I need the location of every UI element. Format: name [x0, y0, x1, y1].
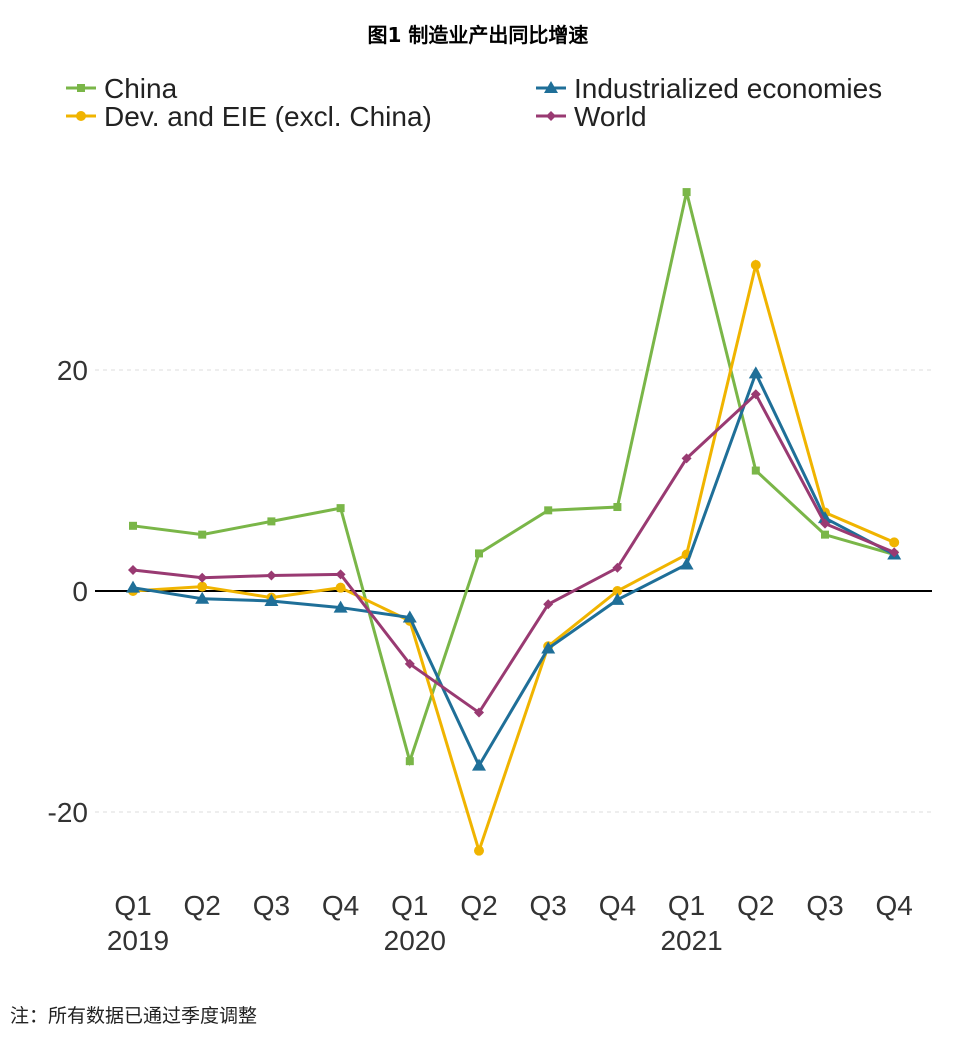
- data-point: [679, 557, 694, 570]
- data-point: [889, 537, 900, 548]
- data-point: [336, 504, 345, 513]
- data-point: [475, 549, 483, 558]
- data-point: [195, 591, 210, 604]
- x-tick-label: Q4: [322, 890, 359, 921]
- series-line: [132, 369, 895, 769]
- series-line: [132, 391, 895, 715]
- x-tick-label: Q2: [460, 890, 497, 921]
- data-point: [335, 569, 346, 580]
- x-tick-label: Q1: [668, 890, 705, 921]
- data-point: [405, 757, 414, 766]
- data-point: [821, 530, 829, 539]
- legend-marker: [544, 81, 558, 93]
- x-tick-label: Q2: [184, 890, 221, 921]
- data-point: [197, 572, 208, 583]
- series-line: [132, 191, 895, 767]
- series-line: [132, 259, 895, 856]
- data-point: [197, 581, 208, 592]
- y-tick-label: 20: [57, 355, 88, 386]
- series-china: [129, 188, 899, 767]
- data-point: [335, 582, 346, 593]
- legend-label: China: [104, 73, 178, 104]
- x-tick-label: Q4: [599, 890, 636, 921]
- x-tick-label: Q3: [530, 890, 567, 921]
- data-point: [128, 565, 138, 576]
- y-tick-label: 0: [72, 576, 88, 607]
- chart-title: 图1 制造业产出同比增速: [368, 23, 589, 47]
- x-tick-label: Q1: [391, 890, 428, 921]
- x-tick-label: Q3: [253, 890, 290, 921]
- data-point: [404, 658, 415, 669]
- chart-note: 注：所有数据已通过季度调整: [10, 1005, 257, 1027]
- y-tick-label: -20: [48, 797, 88, 828]
- data-point: [543, 599, 554, 610]
- data-point: [198, 530, 207, 539]
- legend-label: Industrialized economies: [574, 73, 882, 104]
- data-point: [402, 610, 417, 623]
- series-dev-and-eie-excl-china-: [128, 259, 900, 856]
- legend-label: Dev. and EIE (excl. China): [104, 101, 432, 132]
- x-tick-label: Q4: [876, 890, 913, 921]
- legend-marker: [546, 111, 556, 121]
- data-point: [748, 366, 763, 379]
- data-point: [750, 389, 761, 400]
- data-point: [472, 758, 486, 771]
- legend-marker: [77, 84, 85, 92]
- data-point: [474, 845, 484, 856]
- series-industrialized-economies: [126, 366, 902, 771]
- year-label: 2020: [384, 925, 446, 956]
- year-label: 2019: [107, 925, 169, 956]
- data-point: [889, 547, 900, 558]
- data-point: [682, 188, 691, 197]
- data-point: [610, 592, 625, 605]
- data-point: [474, 707, 484, 718]
- data-point: [129, 521, 137, 530]
- data-point: [681, 453, 692, 464]
- x-tick-label: Q3: [806, 890, 843, 921]
- data-point: [820, 518, 830, 529]
- data-point: [751, 466, 760, 475]
- x-tick-label: Q2: [737, 890, 774, 921]
- series-world: [128, 389, 900, 718]
- data-point: [267, 517, 276, 526]
- legend-label: World: [574, 101, 647, 132]
- data-point: [266, 570, 277, 581]
- legend-marker: [76, 111, 86, 121]
- data-point: [612, 586, 623, 596]
- data-point: [126, 580, 140, 593]
- data-point: [544, 506, 553, 515]
- data-point: [613, 503, 622, 512]
- data-point: [333, 600, 348, 613]
- data-point: [264, 593, 279, 606]
- data-point: [750, 260, 761, 271]
- year-label: 2021: [660, 925, 722, 956]
- data-point: [612, 562, 623, 573]
- x-tick-label: Q1: [114, 890, 151, 921]
- data-point: [541, 641, 556, 654]
